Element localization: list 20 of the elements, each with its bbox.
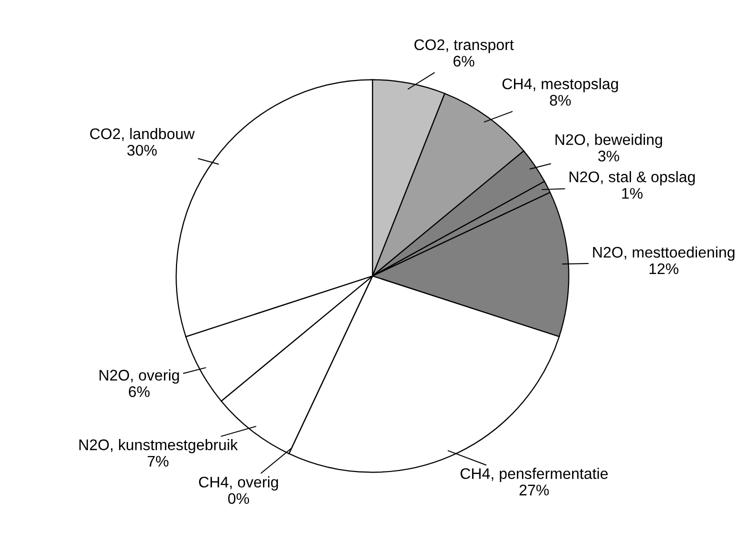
data-label: 7%: [148, 456, 168, 467]
data-label: 8%: [550, 94, 571, 106]
slice-label: N2O, overig: [100, 369, 179, 384]
slice-label: N2O, mesttoediening: [593, 246, 734, 261]
data-label: 6%: [454, 56, 474, 67]
slice-label: CH4, pensfermentatie: [460, 468, 608, 482]
data-label: 1%: [622, 188, 643, 199]
slice-label: N2O, beweiding: [556, 134, 662, 148]
data-label: 30%: [127, 144, 157, 156]
data-label: 6%: [128, 386, 150, 398]
data-label: 3%: [598, 150, 620, 162]
text: 0%: [228, 493, 250, 504]
slice-label: N2O, stal & opslag: [570, 171, 695, 186]
data-label: 27%: [520, 484, 549, 496]
data-label: 12%: [650, 263, 678, 274]
slice-label: CH4, mestopslag: [502, 78, 618, 92]
legend-label: CH4, overig: [199, 476, 278, 491]
slice-label: CO2, landbouw: [90, 128, 195, 142]
slice-label: N2O, kunstmestgebruik: [79, 438, 238, 454]
slice-label: CO2, transport: [414, 39, 514, 54]
